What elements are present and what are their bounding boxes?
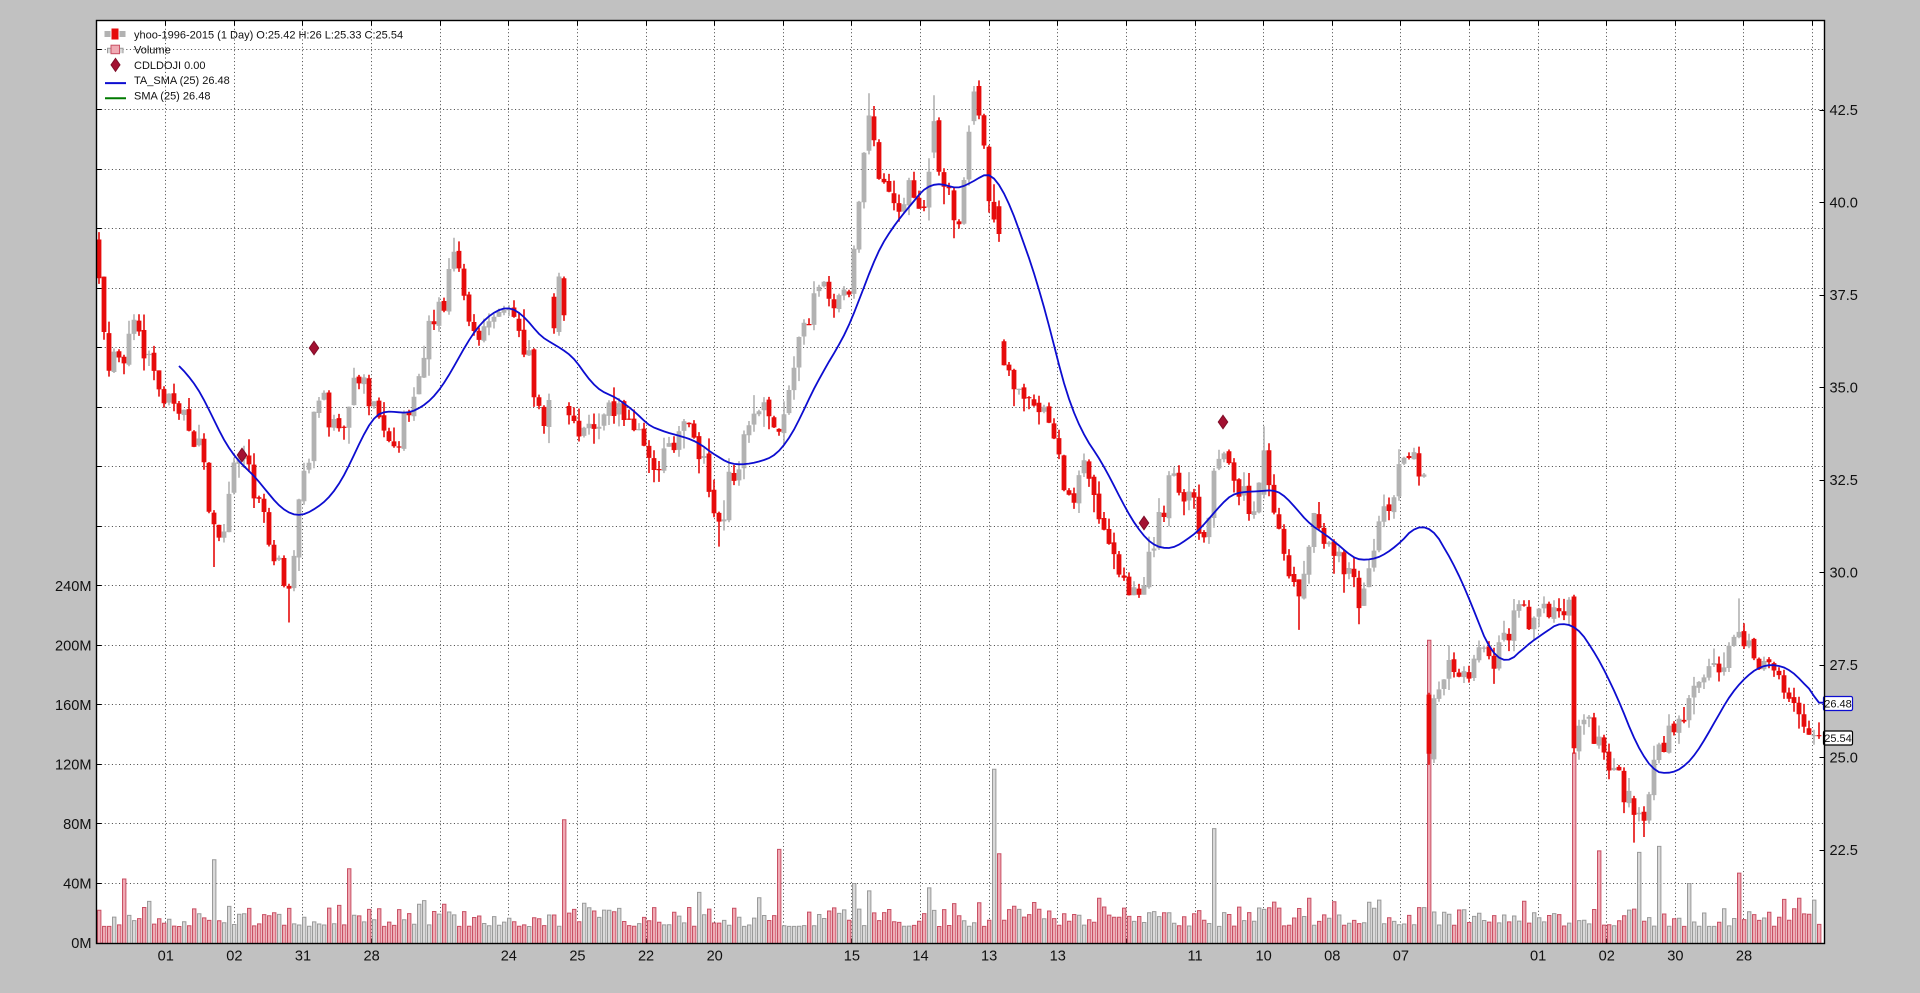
svg-text:80M: 80M [63,817,91,833]
svg-text:42.5: 42.5 [1830,103,1858,119]
svg-text:02: 02 [226,948,242,964]
svg-text:01: 01 [1530,948,1546,964]
svg-text:Volume: Volume [134,45,171,57]
svg-text:11: 11 [1187,948,1202,964]
svg-text:25: 25 [569,948,585,964]
svg-text:15: 15 [844,948,860,964]
svg-text:25.54: 25.54 [1824,733,1852,745]
svg-text:22: 22 [638,948,654,964]
svg-text:02: 02 [1599,948,1615,964]
svg-text:20: 20 [707,948,723,964]
svg-text:120M: 120M [55,757,92,773]
svg-text:TA_SMA (25) 26.48: TA_SMA (25) 26.48 [134,75,230,87]
svg-text:40M: 40M [63,876,91,892]
svg-text:28: 28 [1736,948,1752,964]
svg-text:13: 13 [981,948,997,964]
svg-text:35.0: 35.0 [1830,381,1858,397]
svg-text:08: 08 [1324,948,1340,964]
svg-text:25.0: 25.0 [1830,751,1858,767]
svg-text:27.5: 27.5 [1830,658,1858,674]
svg-text:200M: 200M [55,638,92,654]
svg-text:22.5: 22.5 [1830,843,1858,859]
svg-text:SMA (25) 26.48: SMA (25) 26.48 [134,90,210,102]
svg-text:0M: 0M [71,936,91,952]
svg-text:yhoo-1996-2015 (1 Day) O:25.42: yhoo-1996-2015 (1 Day) O:25.42 H:26 L:25… [134,30,403,42]
svg-text:30: 30 [1667,948,1683,964]
svg-text:40.0: 40.0 [1830,196,1858,212]
svg-text:01: 01 [158,948,174,964]
svg-text:28: 28 [363,948,379,964]
svg-text:26.48: 26.48 [1824,699,1852,711]
svg-text:10: 10 [1256,948,1272,964]
svg-text:37.5: 37.5 [1830,288,1858,304]
svg-text:24: 24 [501,948,517,964]
svg-text:240M: 240M [55,579,92,595]
svg-text:32.5: 32.5 [1830,473,1858,489]
svg-text:07: 07 [1393,948,1409,964]
svg-text:13: 13 [1050,948,1066,964]
svg-text:31: 31 [295,948,311,964]
svg-text:CDLDOJI 0.00: CDLDOJI 0.00 [134,60,206,72]
svg-text:14: 14 [912,948,928,964]
svg-text:160M: 160M [55,698,92,714]
svg-text:30.0: 30.0 [1830,566,1858,582]
